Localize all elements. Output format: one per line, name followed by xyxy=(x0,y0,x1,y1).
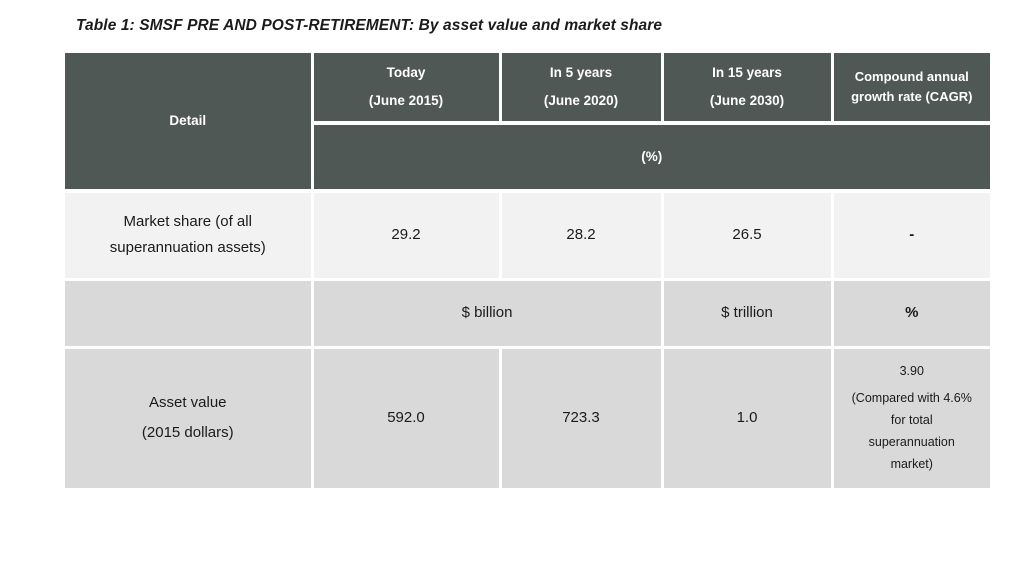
asset-value-in-5-years-cell: 723.3 xyxy=(498,345,664,490)
market-share-cagr-cell: - xyxy=(830,189,992,281)
market-share-row: Market share (of all superannuation asse… xyxy=(63,189,992,281)
table-container: Detail Today (June 2015) In 5 years (Jun… xyxy=(63,51,992,490)
cagr-header-line2: growth rate (CAGR) xyxy=(851,89,973,104)
table-caption: Table 1: SMSF PRE AND POST-RETIREMENT: B… xyxy=(76,17,663,34)
header-row: Detail Today (June 2015) In 5 years (Jun… xyxy=(63,51,992,193)
today-header-line1: Today xyxy=(386,64,426,80)
subheader-row: (%) xyxy=(65,121,992,193)
asset-value-row: Asset value (2015 dollars) 592.0 723.3 1… xyxy=(63,345,992,490)
in-15-years-header-line2: (June 2030) xyxy=(709,93,785,108)
market-share-label-line2: superannuation assets) xyxy=(109,239,266,257)
market-share-today-cell: 29.2 xyxy=(310,189,502,281)
in-15-years-header-line1: In 15 years xyxy=(712,64,782,80)
in-5-years-header-line1: In 5 years xyxy=(549,64,613,80)
units-percent-cell: % xyxy=(830,277,992,349)
asset-value-cagr-cell: 3.90 (Compared with 4.6% for total super… xyxy=(830,345,992,490)
cagr-header-line1: Compound annual xyxy=(854,69,969,85)
cagr-header-cell: Compound annual growth rate (CAGR) xyxy=(830,51,992,125)
asset-value-label-cell: Asset value (2015 dollars) xyxy=(63,345,314,490)
units-empty-cell xyxy=(63,277,314,349)
asset-value-cagr-note: (Compared with 4.6% for total superannua… xyxy=(851,390,972,471)
detail-header-label: Detail xyxy=(169,112,207,128)
in-5-years-header-line2: (June 2020) xyxy=(543,93,619,108)
percent-subheader-label: (%) xyxy=(641,148,663,164)
in-5-years-header-cell: In 5 years (June 2020) xyxy=(498,51,664,125)
today-header-line2: (June 2015) xyxy=(368,93,444,108)
market-share-label-cell: Market share (of all superannuation asse… xyxy=(63,189,314,281)
market-share-label-line1: Market share (of all xyxy=(123,213,252,231)
asset-value-cagr-value: 3.90 xyxy=(899,364,924,379)
market-share-in-5-years-cell: 28.2 xyxy=(498,189,664,281)
in-15-years-header-cell: In 15 years (June 2030) xyxy=(660,51,834,125)
detail-header-cell: Detail xyxy=(63,51,314,193)
smsf-table: Detail Today (June 2015) In 5 years (Jun… xyxy=(63,51,992,490)
percent-subheader-cell: (%) xyxy=(310,121,992,193)
units-billion-cell: $ billion xyxy=(310,277,664,349)
units-row: $ billion $ trillion % xyxy=(63,277,992,349)
units-trillion-cell: $ trillion xyxy=(660,277,834,349)
market-share-in-15-years-cell: 26.5 xyxy=(660,189,834,281)
today-header-cell: Today (June 2015) xyxy=(310,51,502,125)
asset-value-label-line1: Asset value xyxy=(148,394,227,412)
asset-value-today-cell: 592.0 xyxy=(310,345,502,490)
asset-value-in-15-years-cell: 1.0 xyxy=(660,345,834,490)
asset-value-label-line2: (2015 dollars) xyxy=(141,424,234,442)
